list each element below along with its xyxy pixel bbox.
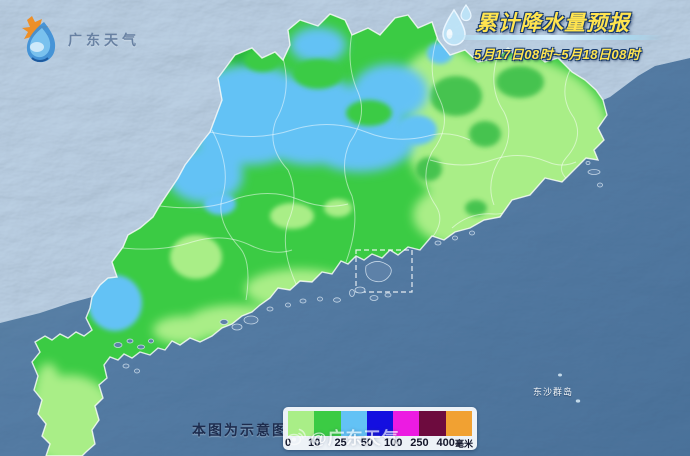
legend-swatch bbox=[366, 411, 394, 436]
map-title: 累计降水量预报 bbox=[476, 12, 630, 35]
islands bbox=[113, 160, 603, 374]
neighboring-land bbox=[0, 0, 690, 323]
legend-tick: 10 bbox=[308, 437, 321, 449]
legend-tick: 100 bbox=[383, 437, 403, 449]
dongsha-islets bbox=[558, 373, 581, 403]
raindrop-icon bbox=[442, 4, 472, 46]
rain-level-25-50-patches bbox=[88, 42, 453, 331]
legend-tick: 50 bbox=[360, 437, 373, 449]
legend-tick: 0 bbox=[284, 437, 292, 449]
legend-swatch bbox=[445, 411, 472, 436]
legend-tick: 250 bbox=[410, 437, 429, 449]
rain-level-0-10-patches bbox=[170, 199, 352, 279]
legend-swatch bbox=[288, 411, 315, 436]
legend-tick: 25 bbox=[334, 437, 347, 449]
legend-tick: 400 bbox=[436, 437, 455, 449]
station-logo: 广东天气 bbox=[22, 14, 140, 66]
legend-unit: 毫米 bbox=[455, 439, 474, 449]
legend-swatch bbox=[393, 411, 420, 436]
province-border bbox=[31, 13, 608, 456]
hongkong-dashed-box bbox=[355, 249, 413, 293]
precipitation-legend: 0 10 25 50 100 250 400 bbox=[283, 407, 477, 450]
schematic-note: 本图为示意图 bbox=[192, 422, 288, 438]
station-logo-text: 广东天气 bbox=[68, 32, 140, 48]
city-boundaries bbox=[122, 32, 579, 301]
legend-swatch bbox=[340, 411, 367, 436]
legend-swatch bbox=[419, 411, 446, 436]
dongsha-island-label: 东沙群岛 bbox=[533, 387, 574, 397]
map-subtitle: 5月17日08时~5月18日08时 bbox=[474, 47, 641, 62]
legend-swatches bbox=[288, 411, 472, 436]
legend-swatch bbox=[314, 411, 341, 436]
rain-level-25-50-areas bbox=[167, 27, 428, 203]
waterdrop-mascot-icon bbox=[22, 16, 56, 63]
title-underline bbox=[446, 35, 662, 40]
legend-ticks: 0 10 25 50 100 250 400 bbox=[284, 436, 472, 449]
